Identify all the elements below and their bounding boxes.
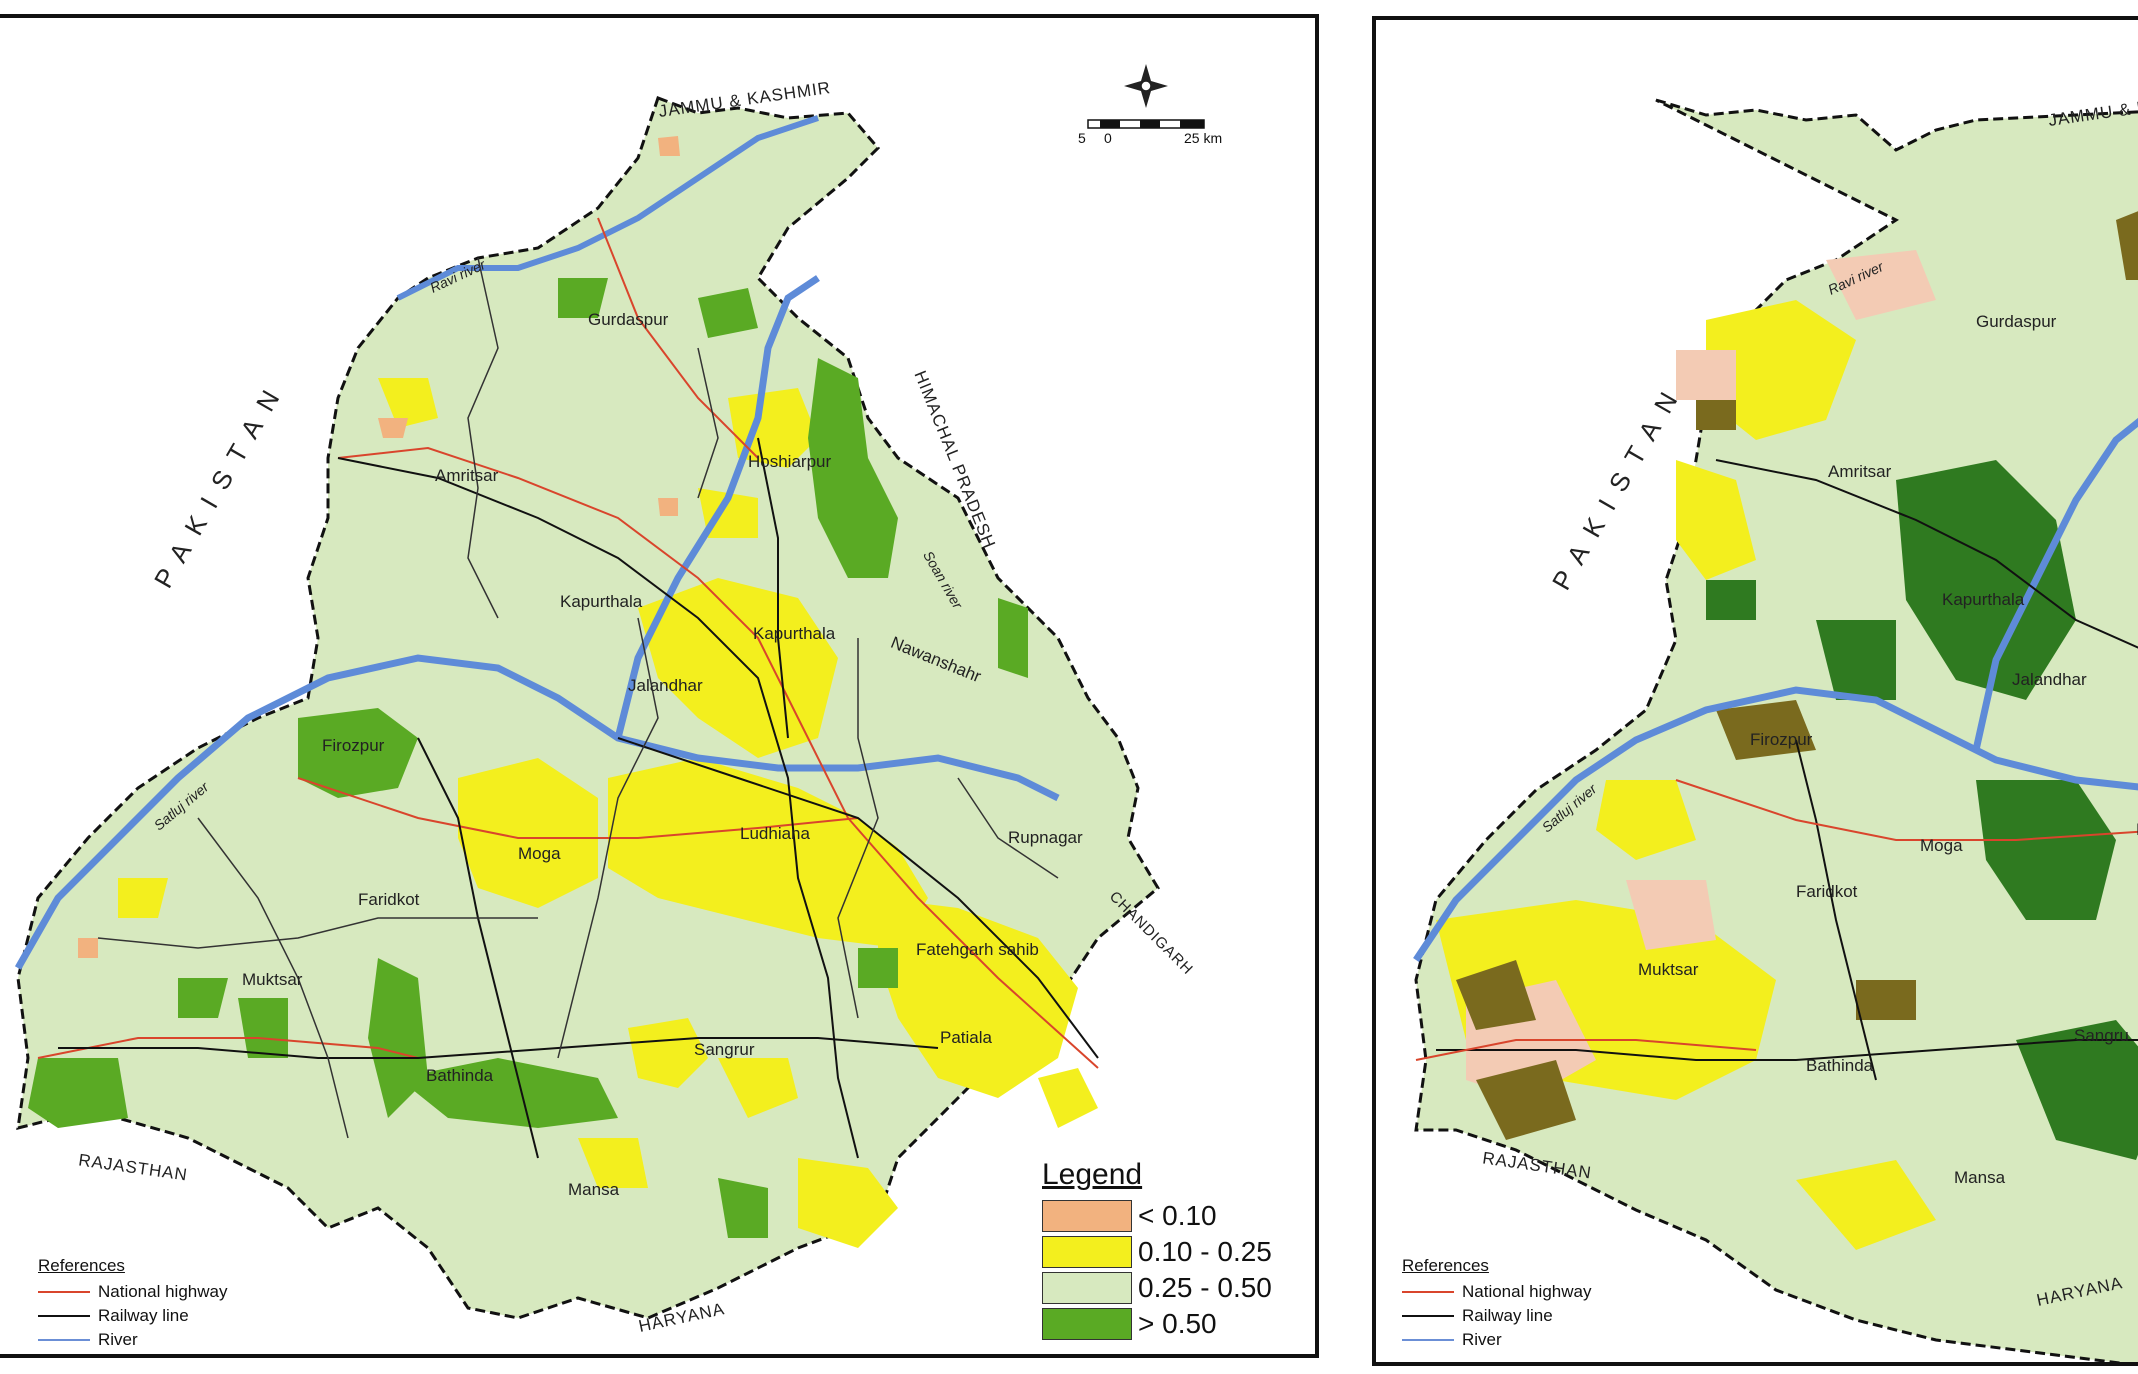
right-city-bathinda: Bathinda — [1806, 1056, 1874, 1075]
national-highways — [37, 217, 1099, 1069]
railway-line-icon — [38, 1315, 90, 1317]
legend-swatch — [1042, 1272, 1132, 1304]
references-title: References — [1402, 1256, 1489, 1275]
right-city-firozpur: Firozpur — [1750, 730, 1813, 749]
right-city-moga: Moga — [1920, 836, 1963, 855]
legend-title: Legend — [1042, 1158, 1143, 1191]
reference-label: Railway line — [1462, 1306, 1553, 1325]
river-beas — [614, 275, 820, 739]
city-patiala: Patiala — [940, 1028, 992, 1047]
city-sangrur: Sangrur — [694, 1040, 755, 1059]
reference-item: River — [38, 1328, 227, 1352]
reference-label: River — [98, 1330, 138, 1349]
legend-item-label: > 0.50 — [1138, 1308, 1217, 1339]
reference-item: Railway line — [38, 1304, 227, 1328]
legend-item-label: 0.25 - 0.50 — [1138, 1272, 1272, 1303]
right-city-gurdaspur: Gurdaspur — [1976, 312, 2057, 331]
national-highway-line-icon — [1402, 1291, 1454, 1293]
district-boundaries — [97, 257, 1059, 1139]
legend-item-label: < 0.10 — [1138, 1200, 1217, 1231]
reference-item: Railway line — [1402, 1304, 1591, 1328]
right-city-jalandhar: Jalandhar — [2012, 670, 2087, 689]
left-map-panel: 5 0 25 km PAKISTAN JAMMU & KASHMIR HIMAC… — [0, 14, 1319, 1358]
right-city-mansa: Mansa — [1954, 1168, 2006, 1187]
city-ludhiana: Ludhiana — [740, 824, 810, 843]
right-zone-olive — [1456, 211, 2138, 1140]
reference-label: River — [1462, 1330, 1502, 1349]
zone-0.10-0.25 — [118, 378, 1098, 1248]
scale-bar — [1087, 119, 1205, 129]
right-city-faridkot: Faridkot — [1796, 882, 1858, 901]
right-city-sangrur: Sangru — [2074, 1026, 2129, 1045]
zone-below-0.10 — [78, 136, 680, 958]
zone-above-0.50 — [28, 278, 1028, 1238]
right-map-canvas — [1413, 98, 2138, 1362]
city-jalandhar: Jalandhar — [628, 676, 703, 695]
city-hoshiarpur: Hoshiarpur — [748, 452, 832, 471]
city-firozpur: Firozpur — [322, 736, 385, 755]
right-zone-darkgreen — [1706, 460, 2138, 1160]
left-map-canvas — [14, 64, 1205, 1320]
references-block: References National highway Railway line… — [38, 1256, 227, 1352]
reference-label: Railway line — [98, 1306, 189, 1325]
scale-label-right: 25 km — [1184, 130, 1223, 146]
reference-label: National highway — [1462, 1282, 1592, 1301]
river-satluj — [14, 654, 1060, 970]
legend-swatch — [1042, 1236, 1132, 1268]
right-city-amritsar: Amritsar — [1828, 462, 1892, 481]
references-title: References — [38, 1256, 125, 1275]
river-line-icon — [38, 1339, 90, 1341]
north-arrow-icon — [1124, 64, 1168, 108]
river-ravi — [396, 115, 819, 301]
city-faridkot: Faridkot — [358, 890, 420, 909]
city-mansa: Mansa — [568, 1180, 620, 1199]
reference-item: National highway — [1402, 1280, 1591, 1304]
right-railway-lines — [1436, 459, 2138, 1081]
legend-item: 0.25 - 0.50 — [1042, 1270, 1272, 1306]
right-city-ludhiana: Lu — [2136, 820, 2138, 840]
scale-label-zero: 0 — [1104, 130, 1112, 146]
city-amritsar: Amritsar — [435, 466, 499, 485]
legend-item: 0.10 - 0.25 — [1042, 1234, 1272, 1270]
legend-swatch — [1042, 1308, 1132, 1340]
right-references-block: References National highway Railway line… — [1402, 1256, 1591, 1352]
national-highway-line-icon — [38, 1291, 90, 1293]
right-city-kapurthala: Kapurthala — [1942, 590, 2025, 609]
city-moga: Moga — [518, 844, 561, 863]
legend-swatch — [1042, 1200, 1132, 1232]
city-fatehgarh-sahib: Fatehgarh sahib — [916, 940, 1039, 959]
legend-item: < 0.10 — [1042, 1198, 1272, 1234]
river-line-icon — [1402, 1339, 1454, 1341]
city-kapurthala-2: Kapurthala — [753, 624, 836, 643]
railway-lines — [58, 437, 1099, 1159]
city-bathinda: Bathinda — [426, 1066, 494, 1085]
right-national-highways — [1415, 779, 2138, 1061]
reference-item: River — [1402, 1328, 1591, 1352]
right-city-muktsar: Muktsar — [1638, 960, 1699, 979]
reference-item: National highway — [38, 1280, 227, 1304]
legend: Legend < 0.10 0.10 - 0.25 0.25 - 0.50 > … — [1042, 1158, 1272, 1342]
reference-label: National highway — [98, 1282, 228, 1301]
scale-label-left: 5 — [1078, 130, 1086, 146]
right-zone-yellow — [1436, 300, 1936, 1250]
city-gurdaspur: Gurdaspur — [588, 310, 669, 329]
right-river-satluj — [1413, 686, 2138, 962]
city-kapurthala-1: Kapurthala — [560, 592, 643, 611]
legend-item: > 0.50 — [1042, 1306, 1272, 1342]
city-rupnagar: Rupnagar — [1008, 828, 1083, 847]
city-muktsar: Muktsar — [242, 970, 303, 989]
railway-line-icon — [1402, 1315, 1454, 1317]
right-map-panel: PAKISTAN JAMMU & K HARYANA RAJASTHAN Rav… — [1372, 16, 2138, 1366]
legend-item-label: 0.10 - 0.25 — [1138, 1236, 1272, 1267]
right-river-beas — [1972, 417, 2138, 751]
